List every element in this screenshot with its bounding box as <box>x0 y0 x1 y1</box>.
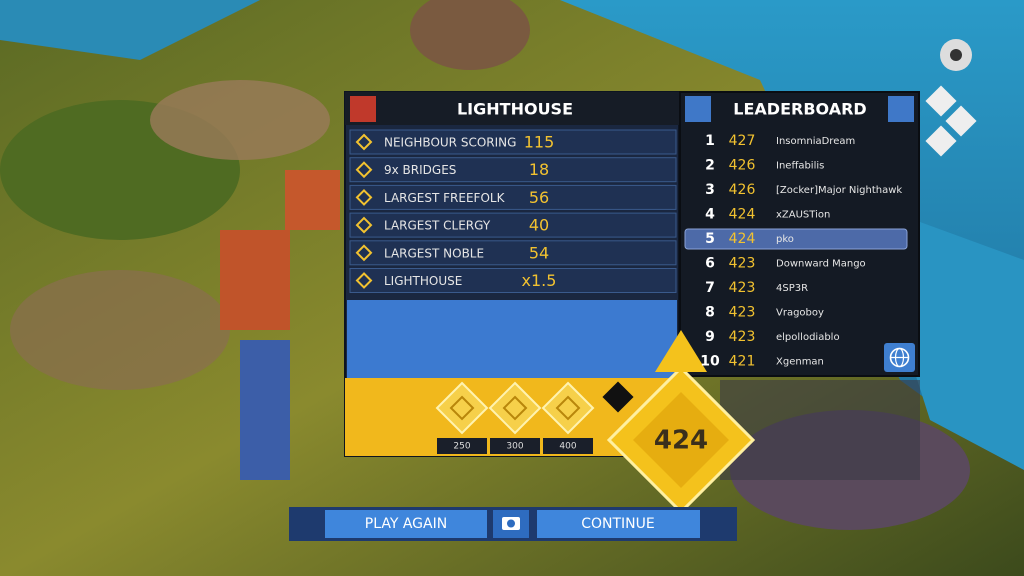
threshold-label: 400 <box>559 442 576 452</box>
row-value: 18 <box>529 160 549 179</box>
score: 426 <box>729 182 756 198</box>
row-label: LARGEST NOBLE <box>384 246 484 260</box>
play-again-button[interactable] <box>325 510 487 538</box>
player-name: Xgenman <box>776 357 824 368</box>
rank: 6 <box>705 256 715 272</box>
row-label: LIGHTHOUSE <box>384 274 462 288</box>
score: 421 <box>729 354 756 370</box>
row-value: 40 <box>529 216 549 235</box>
score: 423 <box>729 280 756 296</box>
leaderboard-title: LEADERBOARD <box>733 100 866 119</box>
threshold-label-bg <box>437 438 487 454</box>
score: 423 <box>729 305 756 321</box>
rank: 3 <box>705 182 715 198</box>
row-value: 56 <box>529 188 549 207</box>
player-highlight <box>684 228 908 250</box>
score-row <box>349 184 677 210</box>
rank: 7 <box>705 280 715 296</box>
row-icon <box>355 216 373 234</box>
row-label: LARGEST FREEFOLK <box>384 191 506 205</box>
rank: 2 <box>705 158 715 174</box>
score-spacer <box>347 300 677 378</box>
rank: 10 <box>700 354 720 370</box>
threshold-icon <box>449 395 475 421</box>
row-label: LARGEST CLERGY <box>384 219 491 233</box>
threshold-icon <box>555 395 581 421</box>
threshold-label: 250 <box>453 442 470 452</box>
player-name: Downward Mango <box>776 259 866 270</box>
player-name: Vragoboy <box>776 308 824 319</box>
row-label: 9x BRIDGES <box>384 163 456 177</box>
threshold-icon <box>502 395 528 421</box>
rank: 8 <box>705 305 715 321</box>
score-row <box>349 268 677 293</box>
score-row <box>349 129 677 155</box>
score: 424 <box>729 207 756 223</box>
threshold-badge <box>435 381 489 435</box>
threshold-label-bg <box>490 438 540 454</box>
score: 424 <box>729 231 756 247</box>
rank: 9 <box>705 329 715 345</box>
player-name: elpollodiablo <box>776 332 840 343</box>
next-icon[interactable] <box>888 96 914 122</box>
row-icon <box>355 133 373 151</box>
settings-icon[interactable] <box>940 39 972 71</box>
score-title: LIGHTHOUSE <box>457 100 573 119</box>
score: 427 <box>729 133 756 149</box>
continue-label[interactable]: CONTINUE <box>581 516 655 532</box>
prev-icon[interactable] <box>685 96 711 122</box>
score: 423 <box>729 256 756 272</box>
threshold-badge <box>541 381 595 435</box>
score: 426 <box>729 158 756 174</box>
play-again-label[interactable]: PLAY AGAIN <box>365 516 447 532</box>
score: 423 <box>729 329 756 345</box>
row-value: 54 <box>529 243 549 262</box>
player-name: xZAUSTion <box>776 210 830 221</box>
menu-icon[interactable] <box>602 381 634 413</box>
player-name: [Zocker]Major Nighthawk <box>776 185 902 196</box>
threshold-label: 300 <box>506 442 523 452</box>
player-name: InsomniaDream <box>776 136 855 147</box>
rank: 4 <box>705 207 715 223</box>
score-row <box>349 212 677 238</box>
row-icon <box>355 244 373 262</box>
final-score-badge <box>606 330 756 515</box>
threshold-badge <box>488 381 542 435</box>
rank: 1 <box>705 133 715 149</box>
score-header <box>345 92 679 125</box>
row-value: 115 <box>524 133 555 152</box>
final-score: 424 <box>654 426 708 456</box>
continue-button[interactable] <box>537 510 700 538</box>
row-label: NEIGHBOUR SCORING <box>384 136 516 150</box>
score-row <box>349 157 677 183</box>
player-name: pko <box>776 234 794 245</box>
rank: 5 <box>705 231 715 247</box>
threshold-label-bg <box>543 438 593 454</box>
row-icon <box>355 161 373 179</box>
player-name: 4SP3R <box>776 283 808 294</box>
player-name: Ineffabilis <box>776 161 824 172</box>
score-row <box>349 240 677 266</box>
row-icon <box>355 272 373 289</box>
row-icon <box>355 188 373 206</box>
row-value: x1.5 <box>522 271 557 290</box>
collapse-icon[interactable] <box>350 96 376 122</box>
globe-button[interactable] <box>884 343 915 372</box>
camera-button[interactable] <box>493 510 529 538</box>
